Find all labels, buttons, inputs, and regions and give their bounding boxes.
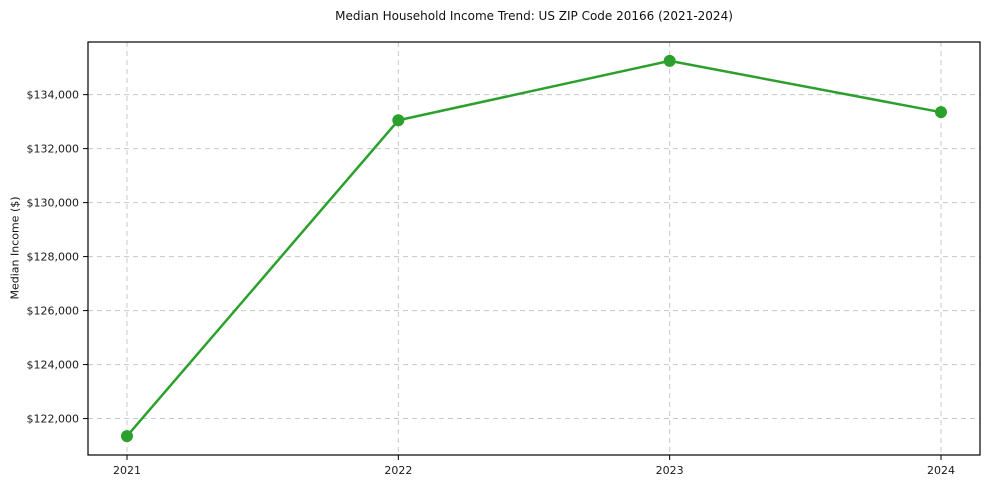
x-tick-label: 2021 <box>113 464 141 477</box>
plot-frame <box>87 41 981 456</box>
x-tick-label: 2023 <box>656 464 684 477</box>
trend-line <box>125 59 943 438</box>
x-tick-label: 2022 <box>384 464 412 477</box>
data-point-marker <box>392 114 405 127</box>
y-tick-label: $130,000 <box>27 197 80 210</box>
y-tick-label: $128,000 <box>27 251 80 264</box>
y-tick-label: $132,000 <box>27 143 80 156</box>
y-tick-label: $126,000 <box>27 305 80 318</box>
chart-title: Median Household Income Trend: US ZIP Co… <box>335 9 733 23</box>
data-point-marker <box>935 106 947 119</box>
data-point-marker <box>663 54 676 67</box>
y-tick-label: $134,000 <box>27 89 80 102</box>
data-point-marker <box>121 430 133 443</box>
x-tick-label: 2024 <box>927 464 955 477</box>
y-tick-label: $122,000 <box>27 413 80 426</box>
y-tick-label: $124,000 <box>27 359 80 372</box>
